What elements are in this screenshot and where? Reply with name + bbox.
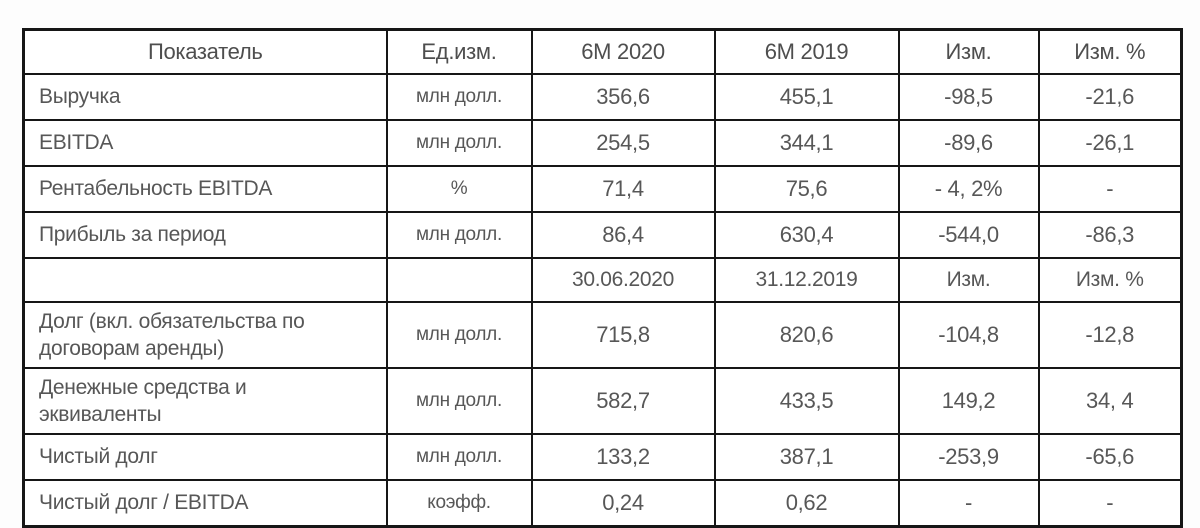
value-2020-cell: 86,4 (530, 211, 716, 259)
column-header-change: Изм. (897, 28, 1040, 75)
column-header-unit: Ед.изм. (385, 28, 533, 75)
metric-name-cell: Чистый долг / EBITDA (22, 479, 388, 528)
value-2020-cell: 356,6 (530, 73, 716, 121)
date-2020-cell: 30.06.2020 (530, 257, 716, 303)
table-row-revenue: Выручка млн долл. 356,6 455,1 -98,5 -21,… (22, 73, 1183, 121)
unit-cell: млн долл. (385, 119, 533, 167)
metric-name-cell: Чистый долг (22, 433, 388, 481)
value-2019-cell: 433,5 (713, 367, 900, 435)
metric-name-cell: Денежные средства и эквиваленты (22, 367, 388, 435)
value-2019-cell: 820,6 (713, 301, 900, 369)
value-2019-cell: 455,1 (713, 73, 900, 121)
metric-name-cell: Прибыль за период (22, 211, 388, 259)
metric-name-cell: EBITDA (22, 119, 388, 167)
subheader-change-pct-cell: Изм. % (1037, 257, 1183, 303)
table-row-ebitda-margin: Рентабельность EBITDA % 71,4 75,6 - 4, 2… (22, 165, 1183, 213)
value-2020-cell: 71,4 (530, 165, 716, 213)
empty-cell (22, 257, 388, 303)
change-cell: -253,9 (897, 433, 1040, 481)
metric-name-label: Выручка (39, 85, 121, 109)
change-pct-cell: -65,6 (1037, 433, 1183, 481)
financial-summary-table-container: Показатель Ед.изм. 6М 2020 6М 2019 Изм. … (22, 28, 1183, 528)
value-2020-cell: 715,8 (530, 301, 716, 369)
table-row-debt: Долг (вкл. обязательства по договорам ар… (22, 301, 1183, 369)
column-header-indicator: Показатель (22, 28, 388, 75)
unit-cell: млн долл. (385, 367, 533, 435)
value-2020-cell: 0,24 (530, 479, 716, 528)
value-2019-cell: 630,4 (713, 211, 900, 259)
table-row-cash: Денежные средства и эквиваленты млн долл… (22, 367, 1183, 435)
value-2020-cell: 582,7 (530, 367, 716, 435)
value-2019-cell: 75,6 (713, 165, 900, 213)
subheader-change-cell: Изм. (897, 257, 1040, 303)
change-cell: -104,8 (897, 301, 1040, 369)
table-row-net-debt: Чистый долг млн долл. 133,2 387,1 -253,9… (22, 433, 1183, 481)
unit-cell: млн долл. (385, 433, 533, 481)
change-pct-cell: -86,3 (1037, 211, 1183, 259)
value-2020-cell: 133,2 (530, 433, 716, 481)
metric-name-cell: Выручка (22, 73, 388, 121)
table-row-ebitda: EBITDA млн долл. 254,5 344,1 -89,6 -26,1 (22, 119, 1183, 167)
unit-cell: млн долл. (385, 301, 533, 369)
table-subheader-row-dates: 30.06.2020 31.12.2019 Изм. Изм. % (22, 257, 1183, 303)
metric-name-cell: Долг (вкл. обязательства по договорам ар… (22, 301, 388, 369)
metric-name-label: Чистый долг (39, 445, 158, 469)
column-header-6m2019: 6М 2019 (713, 28, 900, 75)
change-pct-cell: - (1037, 479, 1183, 528)
unit-cell: млн долл. (385, 73, 533, 121)
metric-name-cell: Рентабельность EBITDA (22, 165, 388, 213)
change-cell: 149,2 (897, 367, 1040, 435)
empty-cell (385, 257, 533, 303)
change-cell: -89,6 (897, 119, 1040, 167)
metric-name-label: Денежные средства и эквиваленты (39, 375, 247, 426)
unit-cell: коэфф. (385, 479, 533, 528)
column-header-change-pct: Изм. % (1037, 28, 1183, 75)
change-pct-cell: - (1037, 165, 1183, 213)
change-pct-cell: -26,1 (1037, 119, 1183, 167)
metric-name-label: Прибыль за период (39, 223, 226, 247)
change-pct-cell: 34, 4 (1037, 367, 1183, 435)
column-header-6m2020: 6М 2020 (530, 28, 716, 75)
change-cell: - 4, 2% (897, 165, 1040, 213)
value-2020-cell: 254,5 (530, 119, 716, 167)
table-row-profit: Прибыль за период млн долл. 86,4 630,4 -… (22, 211, 1183, 259)
value-2019-cell: 387,1 (713, 433, 900, 481)
change-pct-cell: -21,6 (1037, 73, 1183, 121)
change-cell: -544,0 (897, 211, 1040, 259)
change-cell: - (897, 479, 1040, 528)
header-row: Показатель Ед.изм. 6М 2020 6М 2019 Изм. … (22, 28, 1183, 75)
value-2019-cell: 344,1 (713, 119, 900, 167)
metric-name-label: Рентабельность EBITDA (39, 177, 273, 201)
date-2019-cell: 31.12.2019 (713, 257, 900, 303)
table-row-net-debt-ebitda: Чистый долг / EBITDA коэфф. 0,24 0,62 - … (22, 479, 1183, 528)
value-2019-cell: 0,62 (713, 479, 900, 528)
change-cell: -98,5 (897, 73, 1040, 121)
metric-name-label: Долг (вкл. обязательства по договорам ар… (39, 309, 305, 360)
change-pct-cell: -12,8 (1037, 301, 1183, 369)
financial-summary-table: Показатель Ед.изм. 6М 2020 6М 2019 Изм. … (22, 28, 1183, 528)
unit-cell: % (385, 165, 533, 213)
unit-cell: млн долл. (385, 211, 533, 259)
metric-name-label: Чистый долг / EBITDA (39, 491, 249, 515)
metric-name-label: EBITDA (39, 131, 114, 155)
